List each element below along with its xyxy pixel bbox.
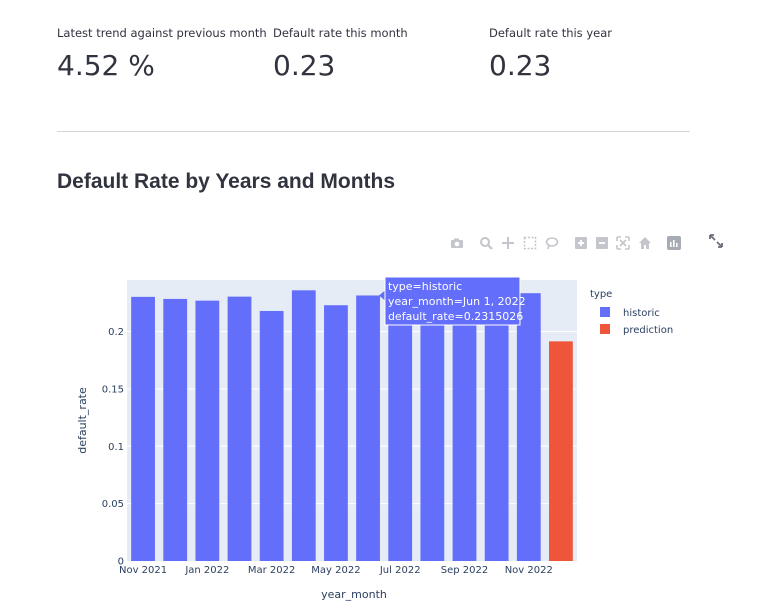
camera-icon[interactable]	[450, 236, 464, 250]
hover-text-line: default_rate=0.2315026	[388, 310, 523, 323]
x-tick-label: May 2022	[311, 565, 360, 576]
bar-historic	[227, 296, 252, 561]
section-title: Default Rate by Years and Months	[57, 170, 396, 193]
plotly-logo-icon[interactable]	[667, 236, 681, 250]
legend-label-prediction: prediction	[623, 325, 673, 336]
bar-historic	[195, 300, 220, 561]
metric-year-value: 0.23	[489, 49, 552, 82]
x-tick-label: Nov 2021	[119, 565, 167, 576]
bar-historic	[356, 295, 380, 561]
x-tick-label: Nov 2022	[505, 565, 553, 576]
bar-historic	[452, 298, 477, 561]
fullscreen-icon[interactable]	[708, 233, 724, 249]
x-tick-label: Mar 2022	[248, 565, 296, 576]
x-axis-title: year_month	[321, 588, 387, 601]
legend-swatch-historic	[600, 307, 610, 317]
bar-historic	[259, 310, 284, 561]
autoscale-icon[interactable]	[616, 236, 630, 250]
lasso-icon[interactable]	[545, 236, 559, 250]
bar-historic	[516, 293, 541, 561]
bar-historic	[420, 302, 445, 561]
legend-label-historic: historic	[623, 308, 660, 319]
y-tick-label: 0.1	[108, 442, 124, 453]
bar-historic	[324, 305, 348, 561]
metric-trend-label: Latest trend against previous month	[57, 26, 267, 40]
zoom-icon[interactable]	[479, 236, 493, 250]
x-tick-label: Jul 2022	[379, 565, 421, 576]
x-tick-label: Jan 2022	[184, 565, 229, 576]
metric-default-rate-year: Default rate this year 0.23	[489, 26, 612, 82]
metric-trend: Latest trend against previous month 4.52…	[57, 26, 267, 82]
divider	[57, 131, 690, 132]
bar-prediction	[549, 341, 573, 561]
y-tick-label: 0	[118, 557, 124, 568]
zoom-out-icon[interactable]	[595, 236, 609, 250]
y-tick-label: 0.05	[102, 499, 124, 510]
metric-month-value: 0.23	[273, 49, 336, 82]
reset-axes-icon[interactable]	[638, 236, 652, 250]
bar-historic	[291, 290, 316, 561]
metric-month-label: Default rate this month	[273, 26, 408, 40]
y-axis-title: default_rate	[76, 387, 89, 454]
x-tick-label: Sep 2022	[441, 565, 488, 576]
pan-icon[interactable]	[501, 236, 515, 250]
hover-text-line: type=historic	[388, 280, 462, 293]
hover-text-line: year_month=Jun 1, 2022	[388, 295, 526, 308]
box-select-icon[interactable]	[523, 236, 537, 250]
metric-trend-value: 4.52 %	[57, 49, 155, 82]
zoom-in-icon[interactable]	[574, 236, 588, 250]
bar-historic	[484, 296, 509, 561]
legend-title: type	[590, 289, 612, 300]
bar-historic	[163, 298, 188, 561]
legend-swatch-prediction	[600, 324, 610, 334]
y-tick-label: 0.2	[108, 327, 124, 338]
bar-historic	[131, 296, 155, 561]
hover-tooltip	[384, 276, 521, 326]
metric-year-label: Default rate this year	[489, 26, 612, 40]
hover-pointer	[378, 290, 385, 301]
metric-default-rate-month: Default rate this month 0.23	[273, 26, 408, 82]
bar-historic	[388, 301, 413, 561]
y-tick-label: 0.15	[102, 384, 124, 395]
